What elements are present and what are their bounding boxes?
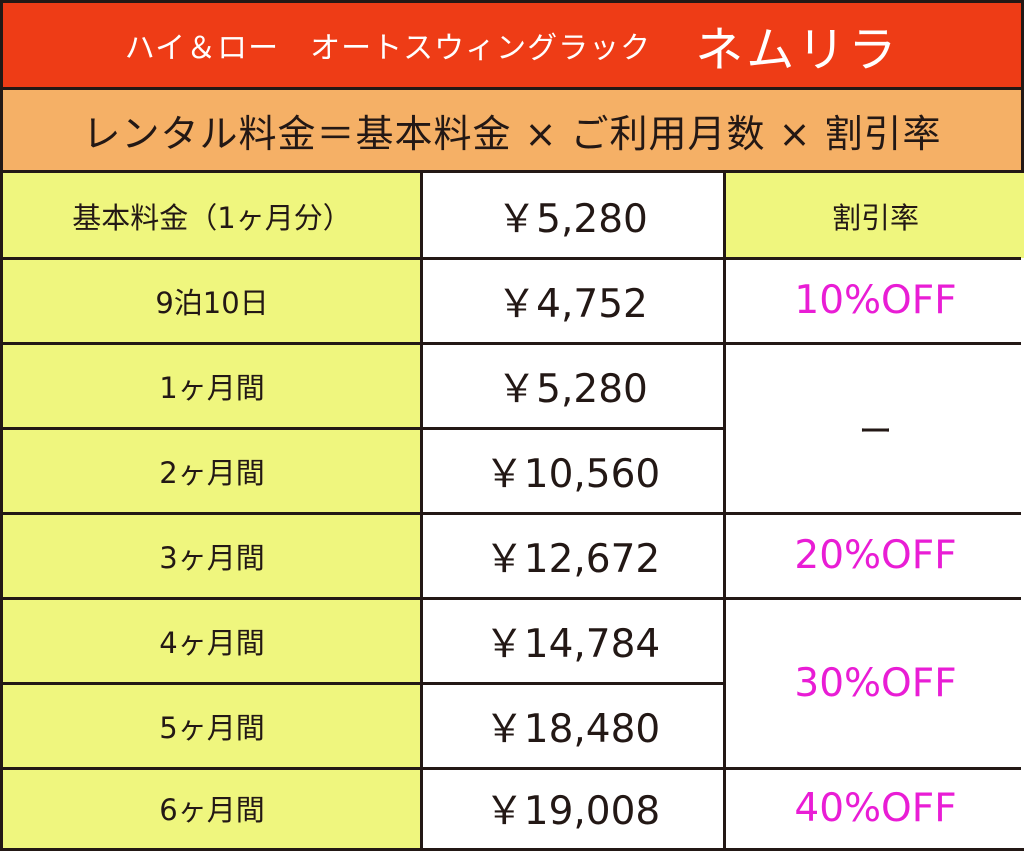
row-label-5-months: 5ヶ月間: [3, 683, 421, 768]
product-subtitle: ハイ＆ロー オートスウィングラック: [124, 31, 652, 66]
row-price-3-months: ￥12,672: [421, 513, 724, 598]
row-price-2-months: ￥10,560: [421, 428, 724, 513]
discount-rate-9-nights: 10%OFF: [724, 258, 1024, 343]
row-label-base-fee: 基本料金（1ヶ月分）: [3, 173, 421, 258]
row-label-3-months: 3ヶ月間: [3, 513, 421, 598]
row-price-6-months: ￥19,008: [421, 768, 724, 848]
grid-line: [3, 512, 1021, 515]
product-name: ネムリラ: [695, 22, 900, 78]
row-price-5-months: ￥18,480: [421, 683, 724, 768]
grid-line: [3, 342, 1021, 345]
grid-line: [3, 257, 1021, 260]
row-label-1-month: 1ヶ月間: [3, 343, 421, 428]
row-price-4-months: ￥14,784: [421, 598, 724, 683]
row-price-1-month: ￥5,280: [421, 343, 724, 428]
grid-line: [3, 682, 723, 685]
row-label-6-months: 6ヶ月間: [3, 768, 421, 848]
grid-line: [3, 767, 1021, 770]
row-label-9-nights: 9泊10日: [3, 258, 421, 343]
grid-line: [3, 427, 723, 430]
discount-rate-none: ー: [724, 343, 1024, 513]
discount-rate-4-5-months: 30%OFF: [724, 598, 1024, 768]
discount-rate-6-months: 40%OFF: [724, 768, 1024, 848]
row-label-4-months: 4ヶ月間: [3, 598, 421, 683]
grid-line: [3, 597, 1021, 600]
row-price-base-fee: ￥5,280: [421, 173, 724, 258]
discount-rate-header: 割引率: [724, 173, 1024, 258]
row-label-2-months: 2ヶ月間: [3, 428, 421, 513]
discount-rate-3-months: 20%OFF: [724, 513, 1024, 598]
row-price-9-nights: ￥4,752: [421, 258, 724, 343]
title-banner: ハイ＆ロー オートスウィングラック ネムリラ: [3, 3, 1021, 90]
pricing-formula: レンタル料金＝基本料金 × ご利用月数 × 割引率: [3, 90, 1021, 173]
